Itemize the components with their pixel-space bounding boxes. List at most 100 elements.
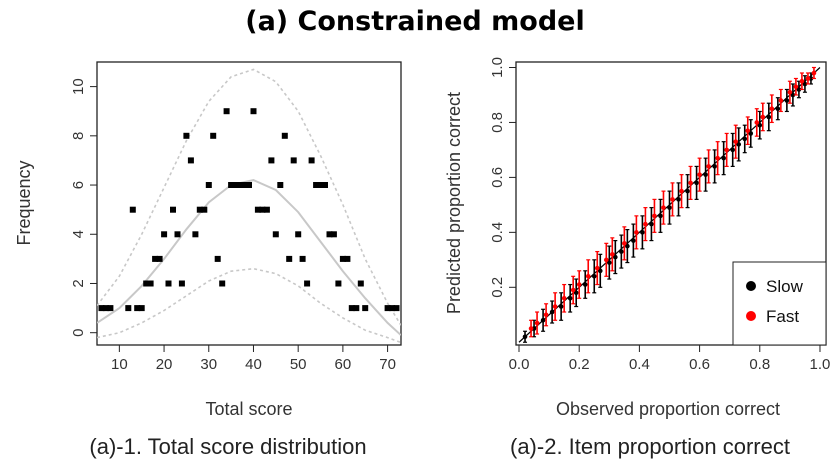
fast-point-30	[793, 84, 799, 90]
left-point-37	[277, 182, 284, 188]
left-point-47	[322, 182, 328, 188]
left-band-upper-curve	[97, 68, 401, 326]
left-curves	[97, 68, 401, 344]
legend-label-fast: Fast	[766, 307, 799, 326]
fast-point-18	[688, 180, 693, 186]
left-point-22	[210, 132, 217, 139]
left-expected-curve	[97, 179, 401, 336]
left-point-35	[268, 157, 275, 164]
slow-point-15	[640, 230, 645, 235]
left-point-20	[201, 206, 208, 213]
slow-point-31	[775, 106, 781, 112]
fast-point-13	[643, 221, 648, 227]
left-point-7	[143, 280, 150, 287]
left-point-59	[393, 305, 400, 312]
slow-point-2	[540, 317, 546, 323]
left-point-32	[254, 206, 261, 213]
left-point-49	[330, 231, 337, 238]
slow-point-16	[649, 221, 654, 227]
fast-point-1	[534, 320, 540, 326]
left-point-5	[134, 305, 141, 312]
left-point-8	[147, 280, 154, 287]
fast-point-32	[805, 76, 811, 81]
slow-point-6	[573, 290, 579, 296]
slow-point-26	[736, 142, 742, 147]
slow-point-8	[591, 274, 597, 279]
right-x-tick-label-0: 0.0	[509, 356, 530, 373]
left-point-14	[174, 231, 181, 238]
slow-point-33	[790, 92, 796, 98]
left-point-17	[187, 157, 194, 164]
slow-point-28	[748, 131, 754, 136]
left-point-27	[232, 182, 239, 188]
left-x-tick-label-2: 30	[200, 356, 217, 373]
slow-point-21	[694, 180, 699, 186]
right-y-axis-label: Predicted proportion correct	[444, 92, 464, 314]
slow-point-13	[625, 243, 630, 249]
left-point-44	[308, 157, 315, 164]
legend-box	[732, 261, 827, 346]
left-point-48	[326, 231, 333, 238]
left-x-tick-label-1: 20	[156, 356, 173, 373]
left-x-tick-label-0: 10	[111, 356, 128, 373]
slow-point-9	[597, 268, 603, 274]
fast-point-2	[543, 312, 549, 318]
left-x-tick-label-6: 70	[379, 356, 396, 373]
left-point-36	[272, 231, 279, 238]
left-point-1	[102, 305, 109, 312]
left-point-30	[246, 182, 252, 188]
left-point-50	[335, 280, 342, 287]
fast-point-31	[799, 78, 805, 84]
right-y-tick-label-1: 0.4	[489, 222, 506, 243]
slow-point-35	[802, 81, 808, 87]
slow-point-10	[607, 260, 612, 265]
right-plot-area	[518, 66, 821, 343]
left-point-28	[237, 182, 244, 188]
slow-point-0	[522, 334, 528, 340]
left-y-tick-label-5: 10	[70, 78, 87, 95]
slow-point-3	[549, 309, 555, 315]
fast-point-33	[811, 70, 817, 76]
slow-point-18	[667, 205, 672, 210]
left-point-19	[196, 206, 203, 213]
slow-point-17	[658, 213, 663, 219]
fast-point-0	[528, 326, 534, 331]
right-x-tick-label-4: 0.8	[749, 356, 770, 373]
slow-point-25	[730, 147, 735, 153]
slow-point-7	[582, 282, 588, 287]
fast-point-12	[634, 230, 639, 235]
left-point-23	[214, 255, 221, 262]
left-point-38	[281, 132, 288, 139]
right-x-tick-label-3: 0.6	[689, 356, 710, 373]
left-plot-area	[97, 68, 401, 344]
slow-point-20	[685, 188, 690, 194]
right-x-tick-label-5: 1.0	[810, 356, 830, 373]
right-y-tick-label-4: 1.0	[489, 57, 506, 78]
left-caption: (a)-1. Total score distribution	[89, 434, 366, 459]
right-caption: (a)-2. Item proportion correct	[510, 434, 790, 459]
fast-point-14	[652, 213, 657, 219]
fast-point-25	[754, 120, 760, 125]
left-y-tick-label-2: 4	[70, 230, 87, 238]
left-point-9	[152, 255, 159, 262]
left-x-tick-label-5: 60	[335, 356, 352, 373]
left-point-31	[250, 108, 257, 115]
left-point-26	[228, 182, 235, 188]
left-point-3	[125, 305, 132, 312]
fast-point-24	[745, 128, 751, 133]
left-point-58	[389, 305, 396, 312]
left-x-tick-label-3: 40	[245, 356, 262, 373]
left-y-axis-label: Frequency	[14, 160, 34, 245]
fast-point-29	[787, 89, 793, 95]
slow-point-30	[766, 114, 772, 120]
left-point-4	[129, 206, 136, 213]
fast-point-17	[679, 188, 684, 194]
legend-label-slow: Slow	[766, 277, 804, 296]
fast-point-5	[570, 287, 576, 293]
left-point-53	[348, 305, 355, 312]
fast-point-15	[661, 205, 666, 210]
left-point-18	[192, 231, 199, 238]
slow-point-27	[742, 136, 748, 142]
left-point-39	[286, 255, 293, 262]
left-point-43	[304, 280, 311, 287]
